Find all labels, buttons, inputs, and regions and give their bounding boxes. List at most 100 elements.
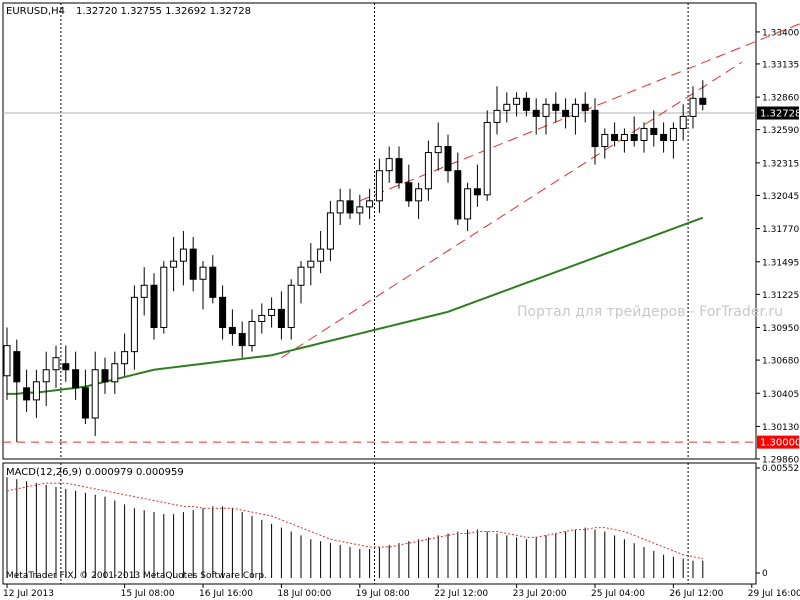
candle: [326, 200, 334, 262]
price-tick-label: 1.30405: [762, 390, 799, 400]
candle-body: [395, 158, 403, 184]
candle-body: [552, 103, 560, 111]
candle-body: [493, 109, 501, 123]
candle: [375, 158, 383, 213]
x-axis-labels: 12 Jul 2013 15 Jul 08:00 16 Jul 16:00 18 Ju…: [3, 584, 800, 599]
candle: [454, 152, 462, 225]
candle: [42, 351, 50, 406]
candle: [522, 92, 530, 117]
candle: [513, 92, 521, 117]
candle-body: [356, 206, 364, 214]
candle: [620, 128, 628, 153]
x-tick-label: 25 Jul 04:00: [591, 589, 645, 599]
candle: [91, 351, 99, 437]
chart-symbol-title: EURUSD,H4: [6, 6, 65, 17]
candle: [219, 285, 227, 340]
watermark-text: Портал для трейдеров - ForTrader.ru: [517, 304, 783, 320]
candle: [415, 182, 423, 219]
candle: [150, 273, 158, 340]
candle-body: [307, 260, 315, 268]
candle: [23, 369, 31, 412]
candle-body: [385, 158, 393, 172]
candle: [189, 237, 197, 292]
candle: [238, 321, 246, 358]
x-tick-label: 26 Jul 12:00: [669, 589, 723, 599]
candle: [3, 327, 11, 400]
candle: [62, 345, 70, 382]
candle-body: [209, 266, 217, 298]
candles: [3, 80, 707, 443]
candle: [258, 303, 266, 334]
price-tick-label: 1.31225: [762, 291, 799, 301]
candle-body: [91, 369, 99, 419]
candle: [101, 357, 109, 394]
candle-body: [689, 97, 697, 117]
candle: [640, 122, 648, 153]
candle: [366, 188, 374, 219]
price-tick-label: 1.30680: [762, 357, 799, 367]
current-price-marker: 1.32728: [757, 106, 800, 120]
candle: [287, 279, 295, 340]
period-separators: [60, 3, 689, 584]
candle-body: [473, 188, 481, 196]
candle: [532, 98, 540, 135]
chart-ohlc-values: 1.32720 1.32755 1.32692 1.32728: [76, 6, 251, 17]
level-marker: 1.30000: [757, 435, 800, 449]
candle-body: [591, 109, 599, 148]
candle: [434, 122, 442, 171]
candle-body: [199, 266, 207, 280]
candle-body: [434, 146, 442, 154]
macd-histogram: 0.005523 0: [6, 464, 800, 579]
candle: [581, 92, 589, 123]
candle: [601, 128, 609, 159]
candle-body: [532, 109, 540, 117]
candle-body: [336, 200, 344, 214]
candle: [228, 309, 236, 346]
candle-body: [660, 133, 668, 142]
candle-body: [454, 170, 462, 220]
candle-body: [444, 146, 452, 172]
candle-body: [179, 248, 187, 262]
price-tick-label: 1.30950: [762, 324, 799, 334]
price-tick-label: 1.33400: [762, 28, 799, 38]
candle: [130, 285, 138, 370]
candle: [81, 369, 89, 425]
candle-body: [699, 97, 707, 105]
candle-body: [366, 200, 374, 208]
candle: [611, 122, 619, 147]
candle-body: [130, 296, 138, 353]
candle-body: [503, 103, 511, 111]
candle: [503, 92, 511, 123]
candle-body: [424, 152, 432, 190]
candle: [346, 188, 354, 219]
candle: [699, 80, 707, 111]
x-tick-label: 15 Jul 08:00: [121, 589, 175, 599]
candle-body: [601, 133, 609, 148]
level-label: 1.30000: [760, 438, 800, 449]
x-tick-label: 12 Jul 2013: [3, 589, 54, 599]
candle-body: [571, 103, 579, 117]
candle-body: [228, 327, 236, 335]
candle-body: [513, 97, 521, 105]
x-tick-label: 16 Jul 16:00: [199, 589, 253, 599]
macd-signal-group: [6, 482, 703, 560]
candle: [209, 255, 217, 304]
candle-body: [297, 266, 305, 286]
price-tick-label: 1.32045: [762, 192, 799, 202]
candle-body: [72, 369, 80, 389]
candle: [483, 110, 491, 201]
candle: [473, 164, 481, 207]
candle: [571, 98, 579, 135]
macd-tick-label: 0: [762, 569, 768, 579]
x-tick-label: 29 Jul 16:00: [748, 589, 800, 599]
candle-body: [42, 369, 50, 383]
candle-body: [375, 170, 383, 202]
candle: [121, 333, 129, 376]
candle: [336, 188, 344, 225]
x-tick-label: 22 Jul 12:00: [434, 589, 488, 599]
candle-body: [483, 121, 491, 196]
candle-body: [464, 188, 472, 220]
candle: [356, 194, 364, 225]
candle-body: [81, 387, 89, 419]
